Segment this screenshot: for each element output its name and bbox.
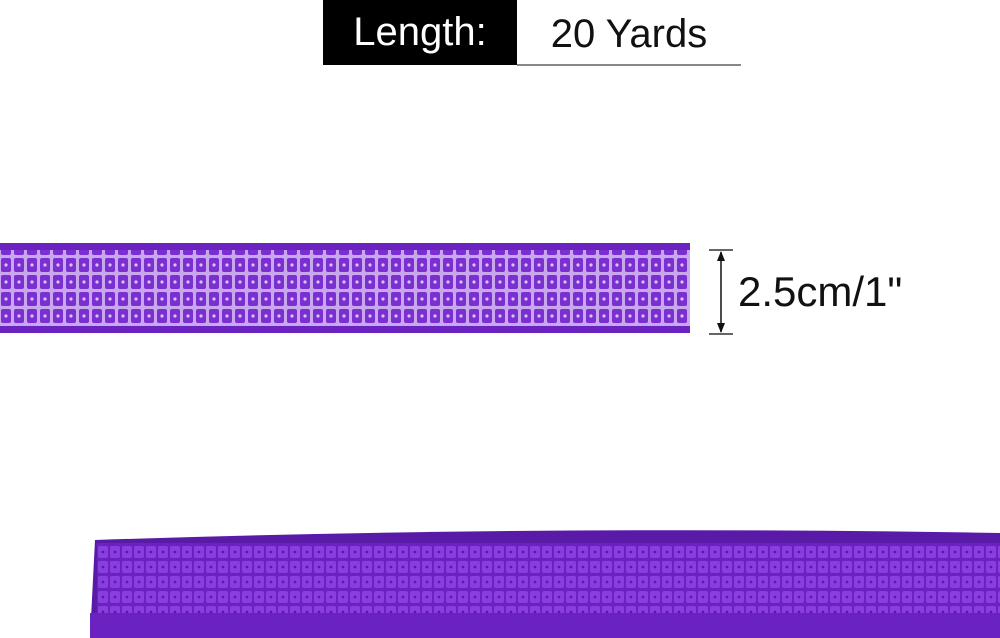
ribbon-roll (90, 530, 1000, 638)
length-value: 20 Yards (517, 0, 741, 66)
ribbon-strip (0, 243, 690, 333)
dimension-arrow (709, 249, 733, 335)
width-label: 2.5cm/1" (738, 268, 903, 315)
length-label: Length: (323, 0, 517, 65)
